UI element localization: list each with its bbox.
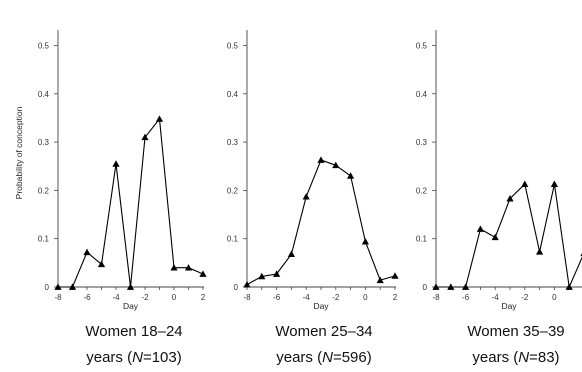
panel-caption-line1: Women 35–39	[467, 323, 564, 340]
chart-panel-18-24: 0 0.1 0.2 0.3 0.4 0.5 -8 -6 -4 -2 0 2 Day	[38, 30, 207, 311]
x-tick-label: 2	[201, 293, 206, 302]
data-point-marker	[317, 156, 325, 163]
data-point-marker	[302, 193, 310, 200]
y-tick-label: 0.1	[227, 235, 239, 244]
x-axis-title: Day	[123, 301, 139, 311]
y-axis-title: Probability of conception	[14, 106, 24, 199]
x-axis-title: Day	[313, 301, 329, 311]
x-tick-label: -6	[273, 293, 281, 302]
data-point-marker	[155, 115, 164, 122]
y-tick-label: 0.1	[416, 235, 428, 244]
data-point-marker	[287, 250, 295, 258]
x-tick-label: -6	[462, 293, 470, 302]
x-tick-label: -4	[492, 293, 500, 302]
x-tick-label: 2	[393, 293, 398, 302]
caption-n-value: =596)	[333, 349, 372, 366]
caption-prefix: years (	[472, 349, 518, 366]
data-point-marker	[170, 264, 178, 271]
data-point-marker	[491, 233, 499, 241]
x-tick-label: -2	[141, 293, 149, 302]
data-point-marker	[521, 180, 529, 188]
data-point-marker	[462, 283, 470, 290]
series-line	[58, 117, 204, 288]
caption-prefix: years (	[276, 349, 322, 366]
x-tick-label: -8	[432, 293, 440, 302]
data-point-marker	[361, 237, 369, 245]
y-tick-label: 0.5	[38, 42, 50, 51]
caption-n-value: =103)	[143, 349, 182, 366]
y-tick-label: 0.4	[38, 90, 50, 99]
caption-n-symbol: N	[132, 349, 143, 366]
data-point-marker	[347, 172, 355, 179]
data-point-marker	[68, 283, 77, 290]
x-tick-label: -8	[54, 293, 62, 302]
x-tick-label: 0	[552, 293, 557, 302]
data-point-marker	[506, 195, 514, 202]
data-point-marker	[112, 160, 120, 167]
y-tick-label: 0.5	[416, 42, 428, 51]
data-point-marker	[126, 283, 135, 290]
data-point-marker	[565, 283, 573, 290]
y-tick-label: 0.2	[38, 186, 50, 195]
x-tick-label: -4	[112, 293, 120, 302]
data-point-marker	[391, 272, 399, 279]
y-tick-label: 0	[45, 283, 50, 292]
data-point-marker	[536, 248, 544, 255]
data-point-marker	[432, 283, 440, 290]
data-point-marker	[83, 248, 91, 256]
y-tick-label: 0.1	[38, 235, 50, 244]
y-tick-label: 0	[423, 283, 428, 292]
x-tick-label: -6	[83, 293, 91, 302]
y-tick-label: 0.2	[227, 186, 239, 195]
chart-panel-25-34: 0 0.1 0.2 0.3 0.4 0.5 -8 -6 -4 -2 0 2 Day	[227, 30, 399, 311]
y-tick-label: 0.5	[227, 42, 239, 51]
x-tick-label: -2	[521, 293, 529, 302]
data-point-marker	[184, 264, 193, 271]
y-tick-label: 0.4	[416, 90, 428, 99]
data-point-marker	[199, 270, 207, 277]
data-point-marker	[97, 260, 106, 268]
data-point-marker	[447, 283, 455, 290]
data-point-marker	[54, 283, 62, 290]
series-line	[246, 159, 396, 286]
panel-caption-line2: years (N=83)	[472, 349, 559, 366]
data-point-marker	[476, 225, 484, 232]
caption-n-value: =83)	[529, 349, 559, 366]
x-tick-label: 0	[172, 293, 177, 302]
data-point-marker	[332, 161, 340, 169]
x-tick-label: -8	[243, 293, 251, 302]
y-tick-label: 0	[234, 283, 239, 292]
y-tick-label: 0.2	[416, 186, 428, 195]
x-tick-label: 0	[363, 293, 368, 302]
data-point-marker	[243, 280, 251, 288]
chart-panel-35-39: 0 0.1 0.2 0.3 0.4 0.5 -8 -6 -4 -2 0 Day	[416, 30, 582, 311]
caption-n-symbol: N	[518, 349, 529, 366]
y-tick-label: 0.4	[227, 90, 239, 99]
data-point-marker	[376, 276, 384, 284]
caption-n-symbol: N	[322, 349, 333, 366]
x-tick-label: -4	[303, 293, 311, 302]
data-point-marker	[141, 133, 149, 141]
x-tick-label: -2	[332, 293, 340, 302]
panel-caption-line2: years (N=596)	[276, 349, 371, 366]
y-tick-label: 0.3	[227, 138, 239, 147]
data-point-marker	[258, 272, 266, 280]
y-tick-label: 0.3	[416, 138, 428, 147]
data-point-marker	[273, 270, 281, 277]
caption-prefix: years (	[86, 349, 132, 366]
y-tick-label: 0.3	[38, 138, 50, 147]
panel-caption-line1: Women 25–34	[275, 323, 372, 340]
panel-caption-line1: Women 18–24	[85, 323, 182, 340]
x-axis-title: Day	[501, 301, 517, 311]
panel-caption-line2: years (N=103)	[86, 349, 181, 366]
data-point-marker	[550, 180, 558, 188]
